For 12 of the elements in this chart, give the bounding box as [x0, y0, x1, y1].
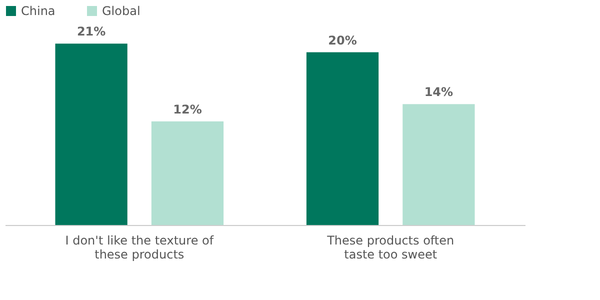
x-tick-label: These products often taste too sweet: [326, 234, 454, 262]
bar: [306, 52, 379, 225]
data-label: 14%: [424, 85, 454, 100]
legend-label: Global: [102, 4, 140, 18]
x-tick-label: I don't like the texture of these products: [65, 234, 214, 262]
bar: [402, 104, 475, 225]
legend-label: China: [21, 4, 56, 18]
bar: [151, 121, 224, 225]
data-label: 20%: [328, 33, 357, 48]
data-label: 12%: [173, 102, 202, 116]
bar: [55, 44, 128, 225]
data-label: 21%: [76, 24, 106, 39]
